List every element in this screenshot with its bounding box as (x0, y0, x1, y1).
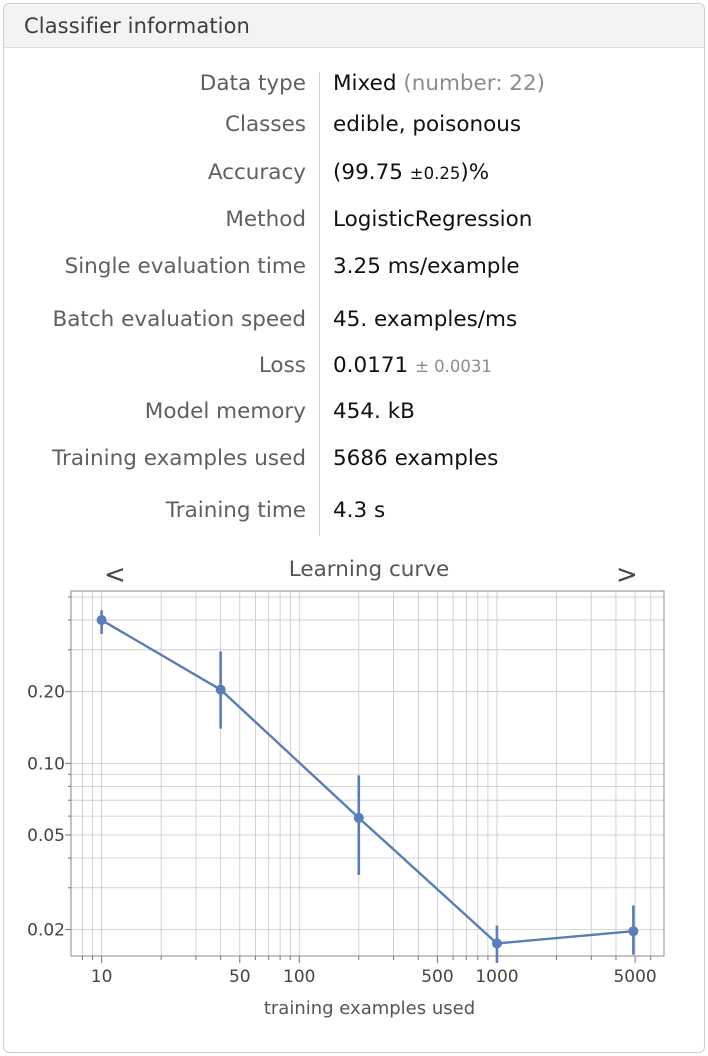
loss-uncertainty: ± 0.0031 (415, 357, 492, 376)
single-evaluation-time-unit: ms/example (387, 254, 520, 279)
learning-curve-title: Learning curve (288, 557, 450, 582)
data-point (96, 615, 107, 626)
method-value: LogisticRegression (333, 207, 533, 232)
training-time-value: 4.3 s (333, 491, 385, 531)
data-point (353, 812, 364, 823)
accuracy-open: (99.75 (333, 160, 403, 185)
model-memory-number: 454. (333, 399, 381, 424)
learning-curve-next-button[interactable]: > (616, 560, 638, 590)
data-point (215, 684, 226, 695)
method-label: Method (225, 207, 306, 232)
data-point (628, 926, 639, 937)
model-memory-unit: kB (387, 399, 415, 424)
batch-evaluation-speed-number: 45. (333, 307, 368, 332)
info-row-accuracy: Accuracy (99.75 ±0.25)% (4, 153, 704, 194)
x-tick-label: 1000 (475, 967, 518, 987)
x-tick-label: 100 (283, 967, 315, 987)
training-examples-used-number: 5686 (333, 446, 388, 471)
accuracy-uncertainty: ±0.25 (409, 164, 461, 183)
single-evaluation-time-value: 3.25 ms/example (333, 247, 520, 287)
loss-value: 0.0171 ± 0.0031 (333, 346, 492, 387)
learning-curve-chart: 10 50 100 500 1000 5000 0.02 0.05 0.10 0.20 traini… (27, 590, 665, 1019)
info-row-model-memory: Model memory 454. kB (4, 392, 704, 432)
info-row-method: Method LogisticRegression (4, 200, 704, 240)
info-row-single-evaluation-time: Single evaluation time 3.25 ms/example (4, 247, 704, 287)
batch-evaluation-speed-label: Batch evaluation speed (52, 307, 306, 332)
data-type-main: Mixed (333, 71, 397, 96)
label-value-divider (319, 72, 320, 536)
training-time-number: 4.3 (333, 498, 368, 523)
accuracy-close: )% (460, 160, 490, 185)
learning-curve-prev-button[interactable]: < (104, 560, 126, 590)
data-type-detail: (number: 22) (403, 71, 546, 96)
data-type-value: Mixed (number: 22) (333, 64, 545, 104)
x-axis-label: training examples used (264, 998, 475, 1019)
loss-number: 0.0171 (333, 353, 409, 378)
x-tick-label: 5000 (613, 967, 656, 987)
training-time-unit: s (374, 498, 386, 523)
training-time-label: Training time (165, 498, 306, 523)
panel-header: Classifier information (4, 4, 704, 48)
accuracy-label: Accuracy (207, 160, 306, 185)
loss-label: Loss (258, 353, 306, 378)
x-tick-label: 10 (91, 967, 113, 987)
single-evaluation-time-label: Single evaluation time (64, 254, 306, 279)
batch-evaluation-speed-value: 45. examples/ms (333, 300, 517, 340)
accuracy-value: (99.75 ±0.25)% (333, 153, 489, 194)
panel-title: Classifier information (24, 13, 250, 38)
data-type-label: Data type (199, 71, 306, 96)
y-tick-label: 0.20 (27, 683, 65, 703)
classes-label: Classes (225, 112, 306, 137)
y-tick-label: 0.10 (27, 754, 65, 774)
y-tick-label: 0.02 (27, 921, 65, 941)
x-tick-label: 500 (421, 967, 453, 987)
info-row-batch-evaluation-speed: Batch evaluation speed 45. examples/ms (4, 300, 704, 340)
info-row-classes: Classes edible, poisonous (4, 105, 704, 145)
training-examples-used-label: Training examples used (52, 446, 306, 471)
model-memory-value: 454. kB (333, 392, 415, 432)
training-examples-used-value: 5686 examples (333, 439, 498, 479)
model-memory-label: Model memory (144, 399, 306, 424)
classes-value: edible, poisonous (333, 112, 522, 137)
training-examples-used-unit: examples (394, 446, 499, 471)
learning-curve-line (101, 619, 634, 945)
info-row-data-type: Data type Mixed (number: 22) (4, 64, 704, 104)
plot-frame (70, 590, 665, 957)
info-row-loss: Loss 0.0171 ± 0.0031 (4, 346, 704, 387)
info-row-training-examples-used: Training examples used 5686 examples (4, 439, 704, 479)
info-row-training-time: Training time 4.3 s (4, 491, 704, 531)
single-evaluation-time-number: 3.25 (333, 254, 381, 279)
data-point (491, 938, 502, 949)
classifier-information-panel: Classifier information Data type Mixed (… (3, 3, 705, 1053)
y-tick-label: 0.05 (27, 826, 65, 846)
x-tick-label: 50 (229, 967, 251, 987)
batch-evaluation-speed-unit: examples/ms (374, 307, 518, 332)
